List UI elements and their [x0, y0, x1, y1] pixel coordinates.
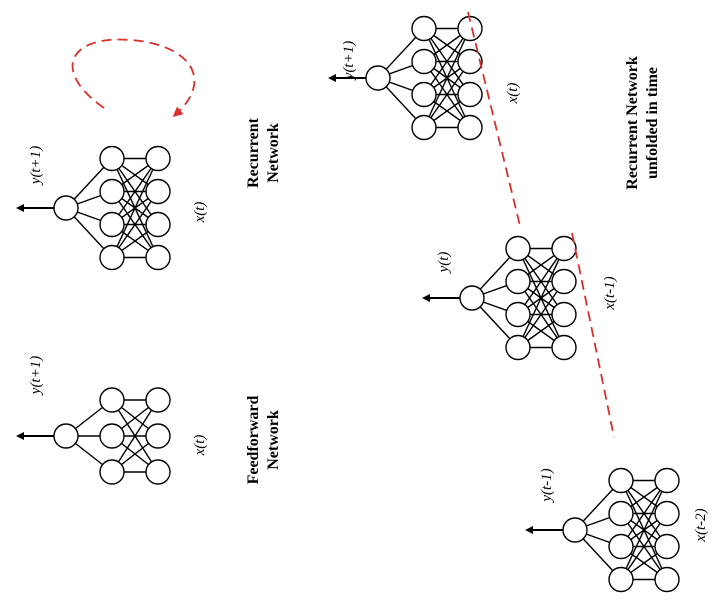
connection [111, 399, 159, 473]
feedforward-caption-line1: Feedforward [245, 395, 262, 484]
feedforward-caption-line2: Network [265, 410, 282, 470]
hidden-node [505, 235, 531, 262]
output-node [562, 517, 588, 543]
input-node [145, 423, 171, 449]
recurrent-caption-line2: Network [265, 123, 282, 183]
hidden-node [99, 423, 125, 449]
recurrent-feedback-loop [71, 38, 196, 117]
unf-mid-input-label: x(t-1) [602, 276, 618, 310]
input-node [145, 145, 171, 172]
hidden-node [99, 459, 125, 485]
hidden-node [608, 467, 634, 494]
hidden-node [411, 114, 437, 141]
connection [111, 158, 159, 258]
unf-bot-output-label: y(t-1) [539, 468, 555, 503]
input-node [145, 387, 171, 413]
connection [111, 191, 159, 258]
ff-output-label: y(t+1) [28, 356, 44, 396]
connection [517, 248, 565, 348]
output-node [459, 285, 485, 311]
connection [423, 28, 471, 95]
unfolded-caption-line2: unfolded in time [644, 67, 661, 179]
input-node [457, 81, 483, 108]
input-node [145, 459, 171, 485]
output-node [365, 65, 391, 91]
hidden-node [99, 178, 125, 205]
unfolded-network-t-1 [422, 235, 577, 361]
recurrent-caption: Recurrent Network [245, 117, 282, 188]
hidden-node [505, 268, 531, 295]
hidden-node [411, 15, 437, 42]
connection [620, 513, 668, 580]
hidden-node [411, 48, 437, 75]
connection [620, 480, 668, 547]
input-node [145, 178, 171, 205]
input-node [551, 301, 577, 328]
input-node [654, 533, 680, 560]
hidden-node [608, 566, 634, 593]
connection [517, 248, 565, 315]
output-node [53, 195, 79, 221]
input-node [551, 334, 577, 361]
unfold-link-upper [467, 11, 521, 227]
unf-top-input-label: x(t) [505, 83, 521, 105]
recurrent-network [16, 145, 171, 271]
rec-input-label: x(t) [192, 202, 208, 224]
input-node [654, 500, 680, 527]
unfolded-caption-line1: Recurrent Network [624, 56, 641, 190]
unf-bot-input-label: x(t-2) [693, 508, 709, 542]
unfold-link-lower [571, 232, 615, 438]
feedforward-caption: Feedforward Network [245, 395, 282, 484]
unf-mid-output-label: y(t) [436, 252, 452, 275]
connection [423, 28, 471, 128]
unfolded-network-t [328, 15, 483, 141]
hidden-node [99, 145, 125, 172]
recurrent-caption-line1: Recurrent [245, 117, 262, 188]
unfolded-caption: Recurrent Network unfolded in time [624, 56, 661, 190]
input-node [551, 268, 577, 295]
input-node [457, 114, 483, 141]
hidden-node [608, 533, 634, 560]
input-node [551, 235, 577, 262]
hidden-node [608, 500, 634, 527]
unfolded-network-t-2 [525, 467, 680, 593]
input-node [145, 211, 171, 238]
input-node [457, 48, 483, 75]
hidden-node [505, 301, 531, 328]
hidden-node [99, 244, 125, 271]
ff-input-label: x(t) [192, 435, 208, 457]
hidden-node [99, 387, 125, 413]
input-node [654, 566, 680, 593]
connection [517, 281, 565, 348]
rec-output-label: y(t+1) [28, 146, 44, 186]
feedforward-network [16, 387, 171, 485]
connection [423, 61, 471, 128]
input-node [145, 244, 171, 271]
hidden-node [505, 334, 531, 361]
output-node [53, 423, 79, 449]
hidden-node [99, 211, 125, 238]
connection [111, 158, 159, 225]
input-node [654, 467, 680, 494]
unf-top-output-label: y(t+1) [341, 41, 357, 81]
connection [620, 480, 668, 580]
hidden-node [411, 81, 437, 108]
